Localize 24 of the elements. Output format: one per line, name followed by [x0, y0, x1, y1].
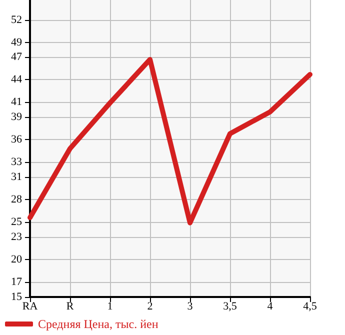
- y-tick-label: 31: [11, 171, 22, 184]
- legend-label: Средняя Цена, тыс. йен: [38, 317, 159, 331]
- y-tick-label: 17: [11, 276, 22, 288]
- y-tick-label: 47: [11, 51, 22, 64]
- y-tick-label: 28: [11, 194, 22, 206]
- y-tick-label: 41: [11, 96, 22, 108]
- y-tick-label: 44: [11, 74, 22, 86]
- y-tick-label: 25: [11, 216, 22, 228]
- x-tick-label: 2: [147, 300, 153, 312]
- x-tick-label: 4: [267, 300, 274, 312]
- y-tick-label: 52: [11, 14, 22, 26]
- y-tick-label: 15: [11, 291, 22, 303]
- y-tick-label: 20: [11, 254, 22, 266]
- x-tick-label: R: [66, 300, 74, 312]
- y-tick-label: 23: [11, 231, 22, 244]
- x-tick-label: RA: [22, 300, 38, 312]
- y-tick-label: 33: [11, 156, 22, 168]
- x-tick-label: 3: [187, 300, 194, 312]
- x-tick-label: 4,5: [303, 300, 318, 312]
- y-tick-label: 49: [11, 36, 22, 48]
- x-tick-label: 3,5: [223, 300, 238, 312]
- y-tick-label: 36: [11, 134, 22, 146]
- y-tick-label: 39: [11, 111, 22, 124]
- x-tick-label: 1: [107, 300, 113, 312]
